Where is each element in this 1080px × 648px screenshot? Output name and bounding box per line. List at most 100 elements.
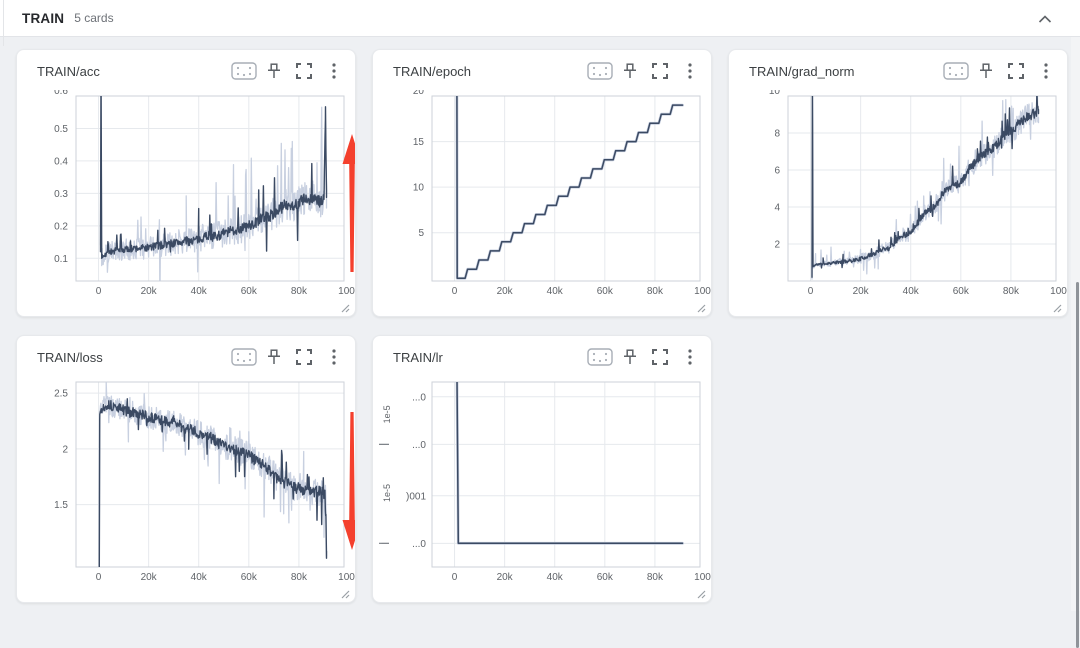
more-options-button[interactable] — [1031, 57, 1061, 85]
x-axis-tick-label: 20k — [497, 572, 514, 583]
x-axis-tick-label: 40k — [191, 572, 208, 583]
fullscreen-button[interactable] — [645, 343, 675, 371]
fit-to-data-button[interactable] — [585, 343, 615, 371]
group-header: TRAIN 5 cards — [0, 0, 1080, 46]
y-axis-tick-label: ...0 — [412, 440, 426, 451]
y-axis-tick-label: ...0 — [412, 539, 426, 550]
chart-title: TRAIN/epoch — [393, 63, 472, 79]
gridlines — [432, 96, 700, 281]
fullscreen-button[interactable] — [289, 57, 319, 85]
x-axis-tick-label: 80k — [1003, 286, 1020, 297]
kebab-menu-icon — [332, 349, 336, 365]
chart-card: TRAIN/acc — [16, 49, 356, 317]
pin-button[interactable] — [259, 343, 289, 371]
x-axis-tick-label: 0 — [808, 286, 814, 297]
x-axis-tick-label: 20k — [141, 572, 158, 583]
chart-title: TRAIN/grad_norm — [749, 63, 855, 79]
x-axis-tick-label: 0 — [96, 572, 102, 583]
more-options-button[interactable] — [675, 57, 705, 85]
x-axis-tick-label: 60k — [953, 286, 970, 297]
more-options-button[interactable] — [675, 343, 705, 371]
fullscreen-icon — [296, 63, 312, 79]
smoothed-series-line — [811, 96, 1040, 278]
kebab-menu-icon — [688, 63, 692, 79]
chart-card: TRAIN/grad_norm — [728, 49, 1068, 317]
smoothed-series-line — [456, 96, 684, 280]
fit-to-data-button[interactable] — [229, 343, 259, 371]
x-axis-tick-label: 40k — [191, 286, 208, 297]
fullscreen-icon — [1008, 63, 1024, 79]
fullscreen-button[interactable] — [1001, 57, 1031, 85]
line-chart[interactable]: 0 20k 40k 60k 80k 100k 5 10 15 20 — [374, 90, 712, 314]
kebab-menu-icon — [1044, 63, 1048, 79]
more-options-button[interactable] — [319, 57, 349, 85]
x-axis-tick-label: 60k — [241, 572, 258, 583]
pin-button[interactable] — [615, 57, 645, 85]
smoothed-series-line — [456, 382, 684, 545]
kebab-menu-icon — [332, 63, 336, 79]
gridlines — [432, 382, 700, 567]
y-axis-tick-label: 0.4 — [54, 156, 68, 167]
collapse-group-button[interactable] — [1034, 8, 1056, 30]
fullscreen-icon — [296, 349, 312, 365]
y-axis-tick-label: 6 — [774, 166, 780, 177]
y-axis-tick-label: 10 — [413, 183, 425, 194]
line-chart[interactable]: 0 20k 40k 60k 80k 100k 0.1 0.2 0.3 0.4 0.5 0.6 — [18, 90, 356, 314]
cards-grid: TRAIN/acc — [0, 38, 1080, 611]
y-axis-tick-label: 5 — [418, 228, 424, 239]
pin-icon — [268, 349, 280, 364]
y-axis-tick-label: 15 — [413, 137, 425, 148]
chart-title: TRAIN/acc — [37, 63, 100, 79]
resize-handle-icon[interactable] — [695, 588, 706, 599]
fit-to-data-icon — [943, 62, 969, 80]
x-axis-tick-label: 0 — [96, 286, 102, 297]
pin-button[interactable] — [971, 57, 1001, 85]
x-axis-tick-label: 80k — [647, 286, 664, 297]
scrollbar-thumb[interactable] — [1076, 282, 1079, 648]
fullscreen-button[interactable] — [645, 57, 675, 85]
fit-to-data-icon — [587, 62, 613, 80]
scrollbar-track[interactable] — [1071, 37, 1080, 648]
y-axis-tick-label: 2.5 — [54, 389, 68, 400]
y-axis-clipped-top-label: 20 — [413, 90, 425, 97]
x-axis-tick-label: 100k — [694, 572, 712, 583]
group-card-count: 5 cards — [74, 11, 114, 25]
line-chart[interactable]: 0 20k 40k 60k 80k 100k ...0 ...0)001 ...0 1e-5 1e-… — [374, 376, 712, 600]
fit-to-data-icon — [587, 348, 613, 366]
y-axis-tick-label: 1.5 — [54, 500, 68, 511]
y-axis-tick-label: 0.5 — [54, 124, 68, 135]
resize-handle-icon[interactable] — [695, 302, 706, 313]
line-chart[interactable]: 0 20k 40k 60k 80k 100k 1.5 2 2.5 — [18, 376, 356, 600]
x-axis-tick-label: 100k — [338, 286, 356, 297]
plot-border — [431, 381, 701, 568]
fit-to-data-button[interactable] — [585, 57, 615, 85]
chart-series — [455, 382, 684, 545]
fullscreen-button[interactable] — [289, 343, 319, 371]
resize-handle-icon[interactable] — [339, 588, 350, 599]
line-chart[interactable]: 0 20k 40k 60k 80k 100k 2 4 6 8 10 — [730, 90, 1068, 314]
chart-card-header: TRAIN/grad_norm — [729, 50, 1067, 90]
raw-series-line — [99, 96, 328, 281]
resize-handle-icon[interactable] — [339, 302, 350, 313]
group-title: TRAIN — [22, 10, 65, 26]
pin-button[interactable] — [259, 57, 289, 85]
x-axis-tick-label: 80k — [291, 572, 308, 583]
y-axis-tick-label: )001 — [406, 491, 426, 502]
x-axis-tick-label: 60k — [241, 286, 258, 297]
fit-to-data-button[interactable] — [941, 57, 971, 85]
raw-series-line — [455, 382, 684, 545]
y-axis-exponent-label: 1e-5 — [382, 484, 392, 502]
x-axis-tick-label: 100k — [338, 572, 356, 583]
resize-handle-icon[interactable] — [1051, 302, 1062, 313]
y-axis-clipped-top-label: 0.6 — [54, 90, 68, 97]
chart-title: TRAIN/lr — [393, 349, 443, 365]
fit-to-data-button[interactable] — [229, 57, 259, 85]
chart-card: TRAIN/loss — [16, 335, 356, 603]
more-options-button[interactable] — [319, 343, 349, 371]
chevron-up-icon — [1038, 15, 1052, 23]
pin-icon — [624, 63, 636, 78]
x-axis-tick-label: 100k — [1050, 286, 1068, 297]
y-axis-tick-label: 2 — [774, 240, 780, 251]
pin-button[interactable] — [615, 343, 645, 371]
x-axis-tick-label: 40k — [547, 286, 564, 297]
